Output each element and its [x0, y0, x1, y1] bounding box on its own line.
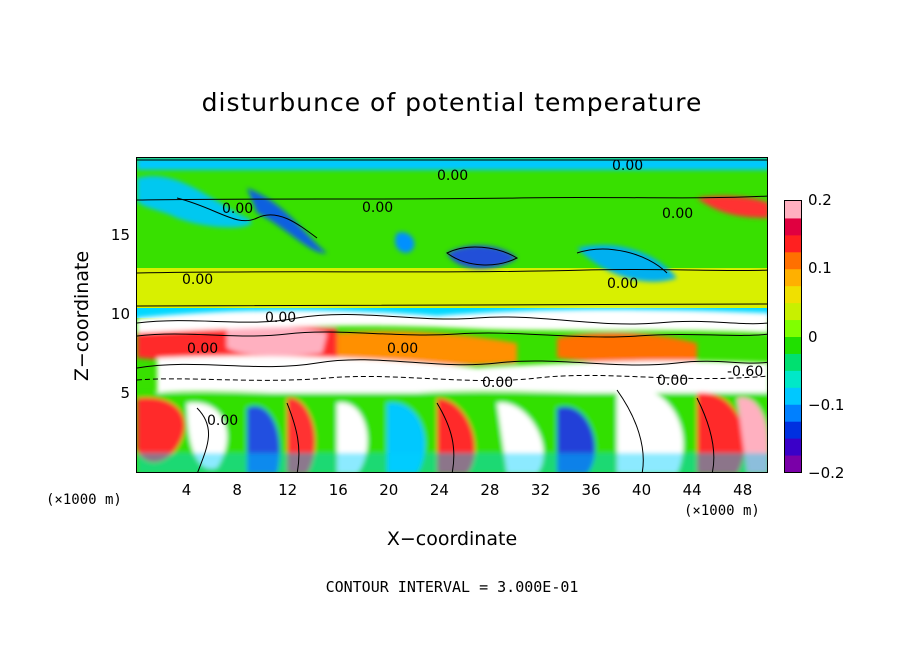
- y-axis-label: Z−coordinate: [71, 250, 93, 382]
- contour-label: 0.00: [482, 375, 513, 391]
- x-axis-label: X−coordinate: [386, 528, 518, 550]
- x-tick-label: 16: [328, 481, 348, 499]
- contour-label: 0.00: [662, 206, 693, 222]
- x-tick-label: 24: [429, 481, 449, 499]
- colorbar-swatch: [785, 319, 801, 337]
- heatmap-field: 0.00 0.00 0.00 0.00 0.00 0.00 0.00 0.00 0.00 0.00…: [137, 158, 767, 472]
- x-tick-label: 8: [232, 481, 242, 499]
- colorbar-swatch: [785, 217, 801, 236]
- colorbar: [784, 200, 802, 473]
- contour-label: -0.60: [727, 364, 763, 380]
- x-tick-label: 4: [181, 481, 192, 499]
- colorbar-tick-label: 0.1: [808, 259, 832, 278]
- plot-area: 0.00 0.00 0.00 0.00 0.00 0.00 0.00 0.00 0.00 0.00…: [136, 157, 768, 473]
- y-tick-label: 10: [110, 305, 130, 323]
- colorbar-swatch: [785, 438, 801, 456]
- x-tick-label: 40: [632, 481, 652, 499]
- x-tick-label: 12: [278, 481, 298, 499]
- contour-label: 0.00: [187, 341, 218, 357]
- x-unit-label: (×1000 m): [684, 503, 760, 519]
- colorbar-swatch: [785, 251, 801, 270]
- colorbar-swatch: [785, 201, 801, 219]
- x-tick-label: 48: [733, 481, 753, 499]
- chart-title: disturbunce of potential temperature: [201, 88, 703, 117]
- colorbar-swatch: [785, 268, 801, 287]
- y-tick-label: 15: [110, 226, 130, 244]
- colorbar-tick-label: −0.1: [808, 395, 845, 414]
- colorbar-swatch: [785, 285, 801, 304]
- y-unit-label: (×1000 m): [46, 492, 122, 508]
- colorbar-gradient: [785, 201, 801, 473]
- x-tick-label: 36: [581, 481, 601, 499]
- contour-interval-note: CONTOUR INTERVAL = 3.000E-01: [325, 578, 579, 596]
- colorbar-swatch: [785, 234, 801, 253]
- colorbar-swatch: [785, 302, 801, 321]
- colorbar-tick-label: 0.2: [808, 191, 832, 209]
- colorbar-swatch: [785, 387, 801, 405]
- colorbar-swatch: [785, 404, 801, 422]
- contour-label: 0.00: [265, 310, 296, 326]
- colorbar-swatch: [785, 336, 801, 354]
- colorbar-swatch: [785, 370, 801, 388]
- x-tick-label: 28: [480, 481, 500, 499]
- x-tick-label: 20: [379, 481, 399, 499]
- contour-label: 0.00: [612, 158, 643, 174]
- x-tick-label: 44: [682, 481, 702, 499]
- colorbar-tick-label: −0.2: [808, 464, 845, 482]
- contour-labels: 0.00 0.00 0.00 0.00 0.00 0.00 0.00 0.00 0.00 0.00…: [182, 158, 763, 429]
- y-tick-label: 5: [120, 384, 130, 402]
- colorbar-swatch: [785, 421, 801, 439]
- contour-label: 0.00: [222, 201, 253, 217]
- contour-label: 0.00: [182, 272, 213, 288]
- contour-label: 0.00: [657, 373, 688, 389]
- contour-lines: [137, 159, 767, 472]
- contour-label: 0.00: [437, 168, 468, 184]
- contour-label: 0.00: [362, 200, 393, 216]
- contour-label: 0.00: [387, 341, 418, 357]
- colorbar-swatch: [785, 353, 801, 371]
- x-tick-label: 32: [530, 481, 551, 499]
- colorbar-tick-label: 0: [808, 327, 818, 346]
- colorbar-swatch: [785, 455, 801, 473]
- contour-label: 0.00: [207, 413, 238, 429]
- contour-label: 0.00: [607, 276, 638, 292]
